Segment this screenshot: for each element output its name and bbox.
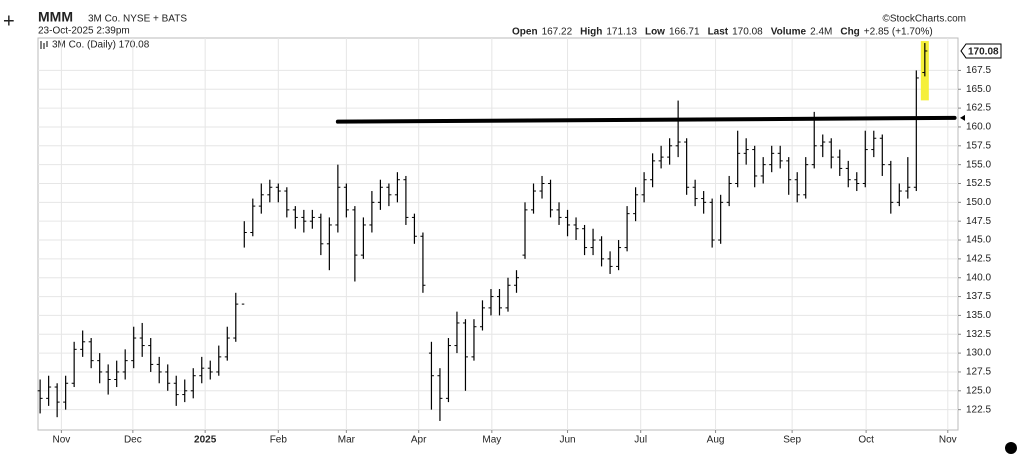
x-tick-label: Oct <box>858 435 874 446</box>
stat-value: 166.71 <box>669 27 700 38</box>
y-tick-label: 145.0 <box>966 235 991 246</box>
y-tick-label: 130.0 <box>966 348 991 359</box>
y-tick-label: 135.0 <box>966 310 991 321</box>
stat-value: 167.22 <box>542 27 573 38</box>
y-tick-label: 150.0 <box>966 197 991 208</box>
symbol: MMM <box>38 9 73 25</box>
stat-value: 2.4M <box>810 27 832 38</box>
stat-label: Volume <box>771 27 807 38</box>
x-tick-label: Feb <box>270 435 288 446</box>
y-tick-label: 147.5 <box>966 216 991 227</box>
stat-label: Chg <box>840 27 859 38</box>
y-tick-label: 127.5 <box>966 367 991 378</box>
stats: Open 167.22 High 171.13 Low 166.71 Last 170.08 V… <box>512 27 933 38</box>
y-tick-label: 137.5 <box>966 291 991 302</box>
stat-value: +2.85 (+1.70%) <box>864 27 933 38</box>
x-tick-label: Jun <box>559 435 575 446</box>
y-tick-label: 157.5 <box>966 140 991 151</box>
x-tick-label: Aug <box>707 435 725 446</box>
y-tick-label: 160.0 <box>966 122 991 133</box>
y-tick-label: 155.0 <box>966 159 991 170</box>
plot: 122.5 125.0 127.5 130.0 132.5 135.0 137.5 140.0… <box>37 38 1002 446</box>
last-tag-label: 170.08 <box>968 47 999 58</box>
x-tick-label: May <box>482 435 501 446</box>
x-tick-label: Nov <box>52 435 70 446</box>
stat-value: 170.08 <box>732 27 763 38</box>
timestamp: 23-Oct-2025 2:39pm <box>38 26 130 37</box>
x-tick-label: 2025 <box>194 435 217 446</box>
stat-label: Last <box>708 27 729 38</box>
plot-frame <box>37 37 959 431</box>
trend-marker <box>960 114 965 121</box>
dot <box>1005 442 1017 454</box>
stat-value: 171.13 <box>606 27 637 38</box>
y-tick-label: 140.0 <box>966 272 991 283</box>
trendline <box>335 115 957 124</box>
y-tick-label: 122.5 <box>966 404 991 415</box>
y-tick-label: 125.0 <box>966 385 991 396</box>
add-icon[interactable]: + <box>3 10 15 32</box>
y-tick-label: 142.5 <box>966 254 991 265</box>
x-tick-label: Nov <box>939 435 957 446</box>
stat-label: Open <box>512 27 538 38</box>
stat-label: Low <box>645 27 665 38</box>
y-tick-label: 162.5 <box>966 103 991 114</box>
x-tick-label: Dec <box>124 435 142 446</box>
company: 3M Co. NYSE + BATS <box>88 14 187 25</box>
last-tag <box>960 43 1002 59</box>
legend: 3M Co. (Daily) 170.08 <box>52 40 150 51</box>
x-tick-label: Sep <box>783 435 801 446</box>
credit: ©StockCharts.com <box>882 14 966 25</box>
x-tick-label: Mar <box>338 435 356 446</box>
legend-icon <box>40 41 48 49</box>
y-tick-label: 167.5 <box>966 65 991 76</box>
y-tick-label: 132.5 <box>966 329 991 340</box>
y-tick-label: 152.5 <box>966 178 991 189</box>
x-tick-label: Apr <box>411 435 427 446</box>
stat-label: High <box>580 27 602 38</box>
y-tick-label: 165.0 <box>966 84 991 95</box>
x-tick-label: Jul <box>634 435 647 446</box>
